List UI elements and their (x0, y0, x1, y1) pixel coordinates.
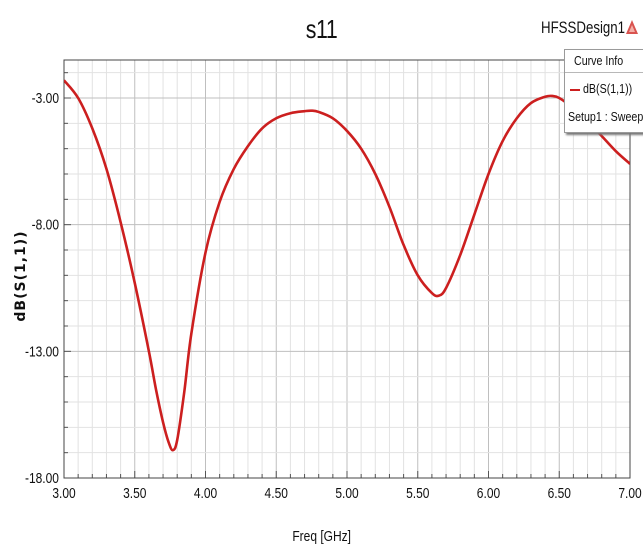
legend-entry-setup: Setup1 : Sweep (568, 109, 643, 124)
legend-entry-text: dB(S(1,1)) (583, 81, 633, 96)
legend-swatch-icon (570, 89, 580, 91)
y-tick-label: -13.00 (25, 343, 59, 360)
x-axis-label: Freq [GHz] (292, 528, 351, 545)
x-tick-label: 5.00 (335, 485, 359, 502)
x-axis-label-wrap: Freq [GHz] (0, 528, 643, 545)
legend-title: Curve Info (565, 50, 643, 73)
chart-title: s11 (305, 14, 338, 44)
axis-ticks (63, 59, 631, 479)
series-line-0 (64, 79, 630, 452)
x-tick-label: 4.50 (265, 485, 289, 502)
x-tick-label: 4.00 (194, 485, 218, 502)
series-layer (64, 79, 630, 452)
y-tick-label: -8.00 (32, 216, 60, 233)
legend-entry-label: dB(S(1,1)) (583, 81, 643, 96)
x-tick-label: 3.50 (123, 485, 147, 502)
x-tick-label: 5.50 (406, 485, 430, 502)
y-axis-label: dB(S(1,1)) (13, 230, 29, 322)
design-name-label: HFSSDesign1 (541, 18, 626, 37)
curve-info-legend[interactable]: Curve Info dB(S(1,1)) Setup1 : Sweep (564, 49, 643, 133)
grid-lines (63, 60, 631, 479)
plot-frame (63, 59, 631, 479)
y-tick-label: -18.00 (25, 470, 59, 487)
legend-sub-text: Setup1 : Sweep (568, 109, 643, 124)
x-tick-label: 6.50 (548, 485, 572, 502)
legend-entry-row[interactable]: dB(S(1,1)) Setup1 : Sweep (565, 81, 643, 124)
x-tick-label: 6.00 (477, 485, 501, 502)
x-tick-label: 7.00 (618, 485, 642, 502)
x-tick-label: 3.00 (52, 485, 76, 502)
y-tick-label: -3.00 (32, 90, 60, 107)
legend-title-text: Curve Info (574, 53, 624, 68)
ansys-logo-icon (626, 20, 638, 34)
tick-labels: 3.00 3.50 4.00 4.50 5.00 5.50 6.00 6.50 7.00 -3.0… (25, 90, 642, 502)
